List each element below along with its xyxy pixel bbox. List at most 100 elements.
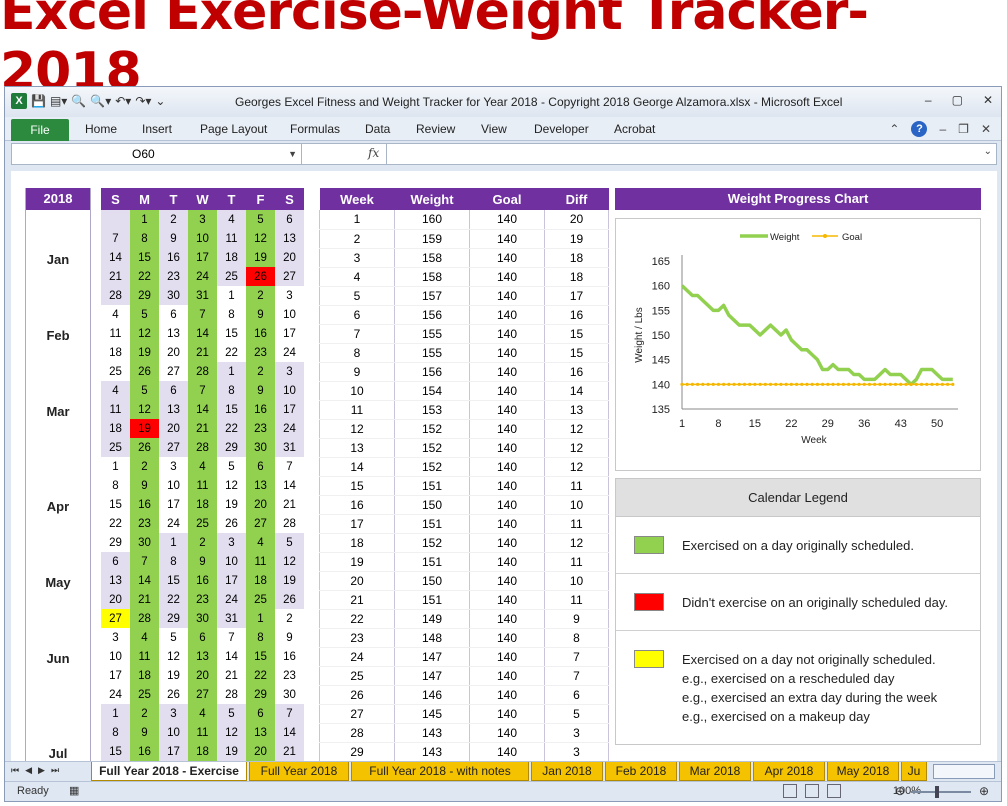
calendar-day-cell[interactable]: 21 — [275, 495, 304, 514]
table-cell[interactable]: 7 — [319, 324, 395, 344]
table-cell[interactable]: 16 — [544, 305, 609, 325]
calendar-day-cell[interactable]: 10 — [275, 381, 304, 400]
table-cell[interactable]: 153 — [394, 400, 470, 420]
replace-icon[interactable]: 🔍▾ — [90, 94, 112, 108]
calendar-day-cell[interactable]: 26 — [159, 685, 188, 704]
table-cell[interactable]: 12 — [544, 533, 609, 553]
table-cell[interactable]: 159 — [394, 229, 470, 249]
tab-acrobat[interactable]: Acrobat — [614, 122, 656, 136]
calendar-day-cell[interactable]: 23 — [246, 343, 275, 362]
calendar-day-cell[interactable]: 3 — [101, 628, 130, 647]
tab-data[interactable]: Data — [365, 122, 391, 136]
table-cell[interactable]: 140 — [469, 286, 545, 306]
calendar-day-cell[interactable]: 12 — [217, 723, 246, 742]
calendar-day-cell[interactable]: 14 — [101, 248, 130, 267]
calendar-day-cell[interactable]: 14 — [275, 476, 304, 495]
undo-icon[interactable]: ↶▾ — [115, 94, 132, 108]
calendar-day-cell[interactable]: 20 — [275, 248, 304, 267]
calendar-day-cell[interactable]: 19 — [130, 343, 159, 362]
calendar-day-cell[interactable]: 16 — [130, 495, 159, 514]
calendar-day-cell[interactable]: 23 — [246, 419, 275, 438]
workbook-close-icon[interactable]: ✕ — [980, 122, 991, 136]
calendar-day-cell[interactable]: 15 — [217, 324, 246, 343]
calendar-day-cell[interactable]: 31 — [217, 609, 246, 628]
table-cell[interactable]: 20 — [319, 571, 395, 591]
table-cell[interactable]: 18 — [319, 533, 395, 553]
calendar-day-cell[interactable]: 14 — [217, 647, 246, 666]
table-cell[interactable]: 140 — [469, 457, 545, 477]
table-cell[interactable]: 22 — [319, 609, 395, 629]
table-cell[interactable]: 17 — [319, 514, 395, 534]
table-cell[interactable]: 140 — [469, 495, 545, 515]
table-cell[interactable]: 152 — [394, 533, 470, 553]
table-cell[interactable]: 143 — [394, 723, 470, 743]
table-cell[interactable]: 143 — [394, 742, 470, 762]
calendar-day-cell[interactable] — [101, 210, 130, 229]
redo-icon[interactable]: ↷▾ — [135, 94, 152, 108]
calendar-day-cell[interactable]: 17 — [159, 742, 188, 761]
table-cell[interactable]: 151 — [394, 590, 470, 610]
calendar-day-cell[interactable]: 22 — [246, 666, 275, 685]
table-cell[interactable]: 15 — [544, 343, 609, 363]
calendar-day-cell[interactable]: 7 — [101, 229, 130, 248]
table-cell[interactable]: 140 — [469, 647, 545, 667]
calendar-day-cell[interactable]: 29 — [130, 286, 159, 305]
table-cell[interactable]: 12 — [544, 419, 609, 439]
table-cell[interactable]: 12 — [544, 438, 609, 458]
table-cell[interactable]: 140 — [469, 666, 545, 686]
zoom-in-icon[interactable]: ⊕ — [978, 784, 989, 798]
calendar-day-cell[interactable]: 20 — [101, 590, 130, 609]
table-cell[interactable]: 19 — [544, 229, 609, 249]
tab-insert[interactable]: Insert — [142, 122, 173, 136]
calendar-day-cell[interactable]: 12 — [159, 647, 188, 666]
calendar-day-cell[interactable]: 29 — [101, 533, 130, 552]
calendar-day-cell[interactable]: 24 — [275, 343, 304, 362]
table-cell[interactable]: 140 — [469, 210, 545, 230]
table-cell[interactable]: 140 — [469, 476, 545, 496]
table-cell[interactable]: 140 — [469, 343, 545, 363]
table-cell[interactable]: 25 — [319, 666, 395, 686]
calendar-day-cell[interactable]: 17 — [275, 400, 304, 419]
calendar-day-cell[interactable]: 26 — [130, 362, 159, 381]
name-box[interactable]: O60 ▼ — [12, 144, 302, 164]
calendar-day-cell[interactable]: 7 — [217, 628, 246, 647]
table-cell[interactable]: 157 — [394, 286, 470, 306]
calendar-day-cell[interactable]: 4 — [217, 210, 246, 229]
calendar-day-cell[interactable]: 3 — [275, 286, 304, 305]
calendar-day-cell[interactable]: 5 — [159, 628, 188, 647]
calendar-day-cell[interactable]: 28 — [188, 438, 217, 457]
calendar-day-cell[interactable]: 11 — [188, 723, 217, 742]
table-cell[interactable]: 26 — [319, 685, 395, 705]
calendar-day-cell[interactable]: 2 — [246, 286, 275, 305]
page-break-view-icon[interactable] — [827, 784, 841, 798]
calendar-day-cell[interactable]: 9 — [246, 305, 275, 324]
table-cell[interactable]: 16 — [319, 495, 395, 515]
calendar-day-cell[interactable]: 10 — [275, 305, 304, 324]
calendar-day-cell[interactable]: 26 — [275, 590, 304, 609]
calendar-day-cell[interactable]: 4 — [246, 533, 275, 552]
calendar-day-cell[interactable]: 15 — [159, 571, 188, 590]
table-cell[interactable]: 155 — [394, 343, 470, 363]
tab-home[interactable]: Home — [85, 122, 118, 136]
calendar-day-cell[interactable]: 2 — [188, 533, 217, 552]
next-sheet-icon[interactable]: ▶ — [38, 765, 45, 775]
calendar-day-cell[interactable]: 6 — [275, 210, 304, 229]
calendar-day-cell[interactable]: 2 — [130, 457, 159, 476]
table-cell[interactable]: 13 — [544, 400, 609, 420]
calendar-day-cell[interactable]: 11 — [188, 476, 217, 495]
calendar-day-cell[interactable]: 19 — [130, 419, 159, 438]
table-cell[interactable]: 28 — [319, 723, 395, 743]
find-icon[interactable]: 🔍 — [71, 94, 87, 108]
calendar-day-cell[interactable]: 17 — [101, 666, 130, 685]
sheet-tab-jan[interactable]: Jan 2018 — [531, 762, 603, 781]
table-cell[interactable]: 10 — [544, 571, 609, 591]
chevron-down-icon[interactable]: ▼ — [288, 149, 297, 159]
calendar-day-cell[interactable]: 5 — [130, 381, 159, 400]
calendar-day-cell[interactable]: 26 — [246, 267, 275, 286]
calendar-day-cell[interactable]: 2 — [246, 362, 275, 381]
table-cell[interactable]: 151 — [394, 552, 470, 572]
calendar-day-cell[interactable]: 2 — [130, 704, 159, 723]
calendar-day-cell[interactable]: 28 — [217, 685, 246, 704]
table-cell[interactable]: 152 — [394, 419, 470, 439]
table-cell[interactable]: 7 — [544, 647, 609, 667]
